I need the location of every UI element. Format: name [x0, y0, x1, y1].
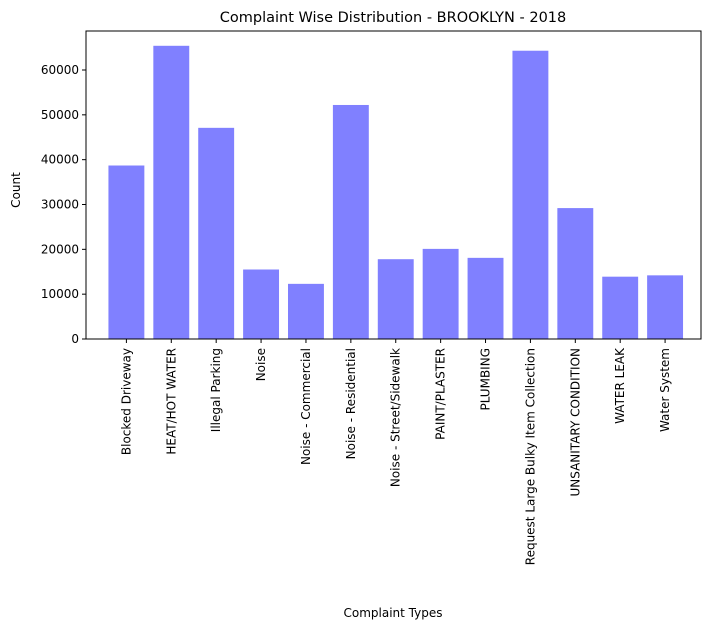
bar-6	[377, 259, 414, 339]
bar-3	[243, 269, 280, 339]
bar-5	[332, 104, 369, 339]
y-tick-label-2: 20000	[41, 242, 79, 256]
x-tick-label-7: PAINT/PLASTER	[434, 348, 448, 440]
y-tick-label-4: 40000	[41, 153, 79, 167]
bar-8	[467, 257, 504, 339]
bar-0	[108, 165, 145, 339]
y-axis: 0 10000 20000 30000 40000 50000 60000	[41, 63, 86, 346]
y-tick-label-5: 50000	[41, 108, 79, 122]
y-axis-label: Count	[9, 172, 23, 208]
x-tick-label-10: UNSANITARY CONDITION	[568, 348, 582, 497]
x-axis: Blocked Driveway HEAT/HOT WATER Illegal Pa…	[119, 339, 672, 565]
x-tick-label-0: Blocked Driveway	[119, 348, 133, 455]
x-tick-label-2: Illegal Parking	[209, 348, 223, 432]
x-axis-label: Complaint Types	[344, 606, 443, 620]
y-tick-label-0: 0	[71, 332, 79, 346]
bar-4	[288, 283, 324, 339]
bar-12	[647, 275, 684, 339]
x-tick-label-5: Noise - Residential	[344, 348, 358, 459]
bars-group	[108, 45, 684, 339]
x-tick-label-9: Request Large Bulky Item Collection	[523, 348, 537, 565]
x-tick-label-4: Noise - Commercial	[299, 348, 313, 465]
bar-2	[198, 127, 235, 339]
x-tick-label-8: PLUMBING	[479, 348, 493, 411]
plot-frame	[85, 30, 702, 340]
x-tick-label-6: Noise - Street/Sidewalk	[389, 348, 403, 487]
y-tick-label-6: 60000	[41, 63, 79, 77]
y-tick-label-1: 10000	[41, 287, 79, 301]
x-tick-label-11: WATER LEAK	[613, 347, 627, 424]
bar-11	[602, 276, 639, 339]
chart-title: Complaint Wise Distribution - BROOKLYN -…	[220, 10, 567, 26]
bar-10	[557, 208, 594, 339]
x-tick-label-3: Noise	[254, 348, 268, 381]
x-tick-label-12: Water System	[658, 348, 672, 432]
bar-7	[422, 248, 459, 339]
bar-9	[512, 50, 549, 339]
bar-1	[153, 45, 190, 339]
y-tick-label-3: 30000	[41, 198, 79, 212]
x-tick-label-1: HEAT/HOT WATER	[164, 348, 178, 455]
